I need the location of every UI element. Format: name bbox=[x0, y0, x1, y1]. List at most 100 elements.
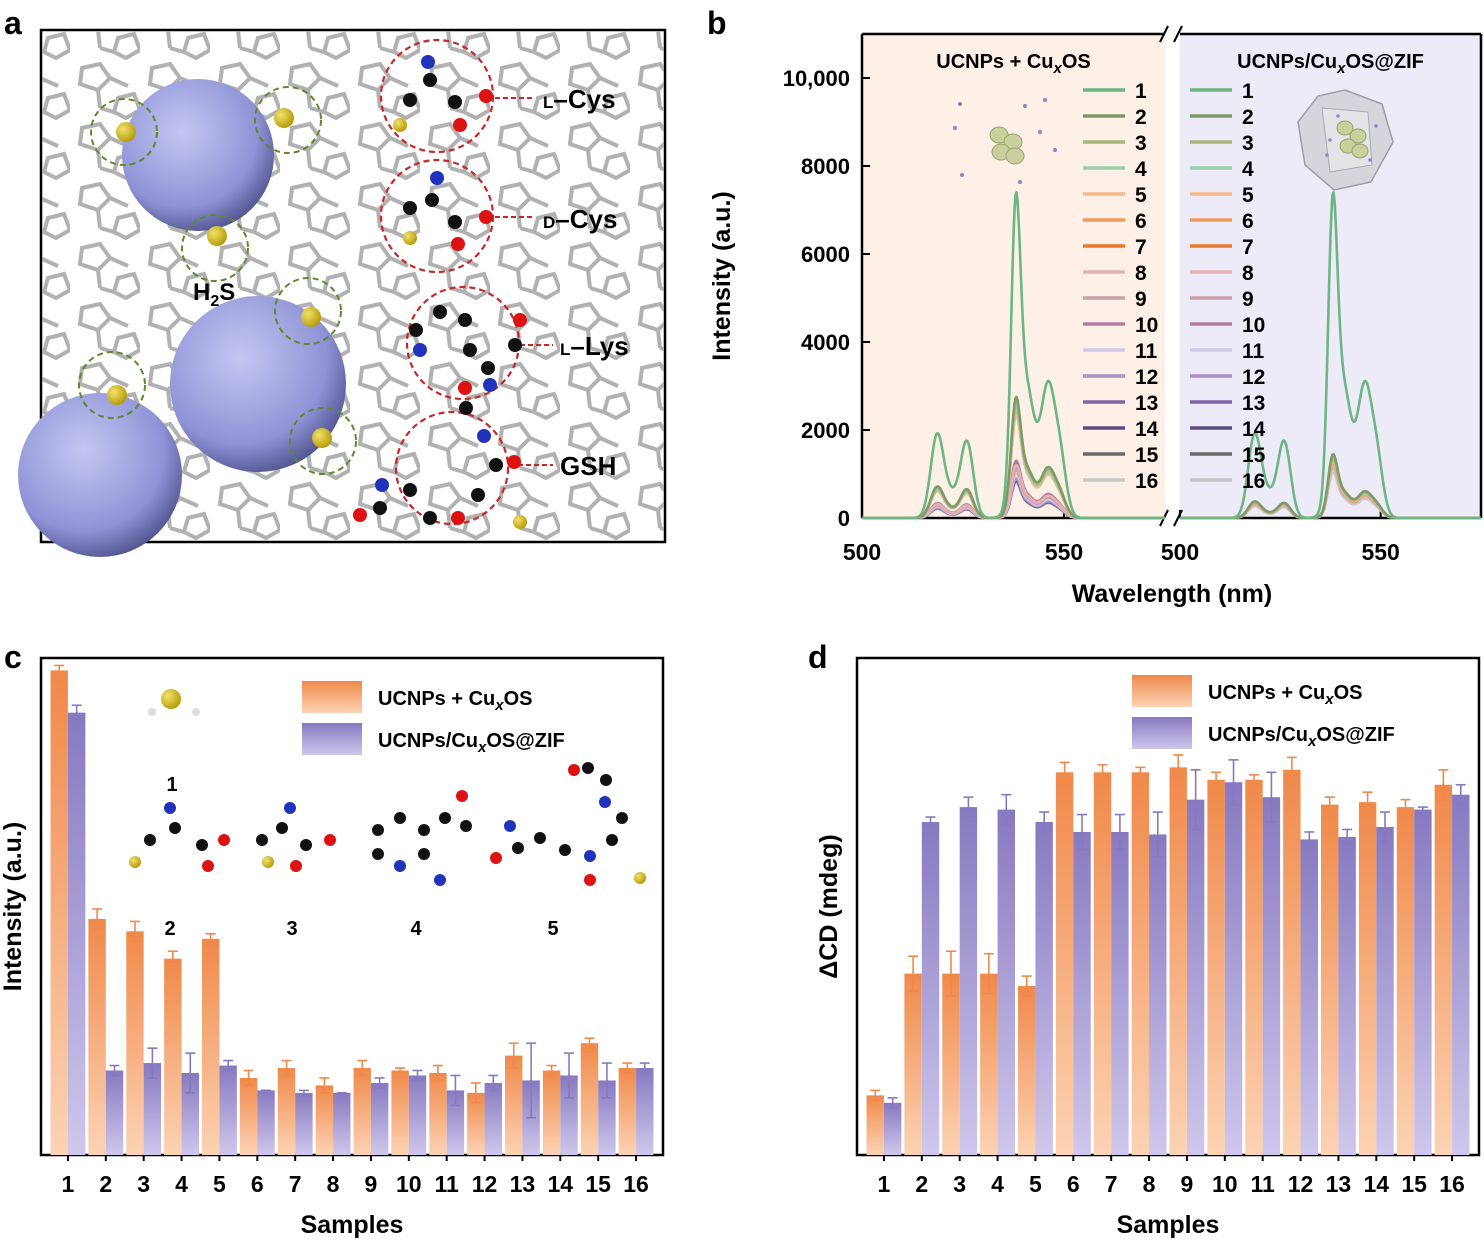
bar-series-1-sample-11 bbox=[1245, 779, 1263, 1155]
x-tick-label: 8 bbox=[1143, 1171, 1156, 1197]
bar-series-1-sample-16 bbox=[1434, 784, 1453, 1155]
panel-c-chart: 1 2 3 4 5 1 2 3 4 5 6 7 8 9 10 11 12 13 14 15 16Samples… bbox=[0, 656, 665, 1239]
legend-swatch bbox=[1132, 675, 1192, 707]
bar-series-1-sample-10 bbox=[1207, 779, 1225, 1155]
bar-series-2-sample-15 bbox=[598, 1080, 616, 1155]
bar-series-2-sample-14 bbox=[560, 1075, 578, 1155]
bar-series-1-sample-6 bbox=[1055, 772, 1074, 1155]
x-tick-label: 9 bbox=[365, 1171, 378, 1197]
legend-label: 13 bbox=[1242, 392, 1265, 415]
x-tick-label: 10 bbox=[1212, 1171, 1238, 1197]
bar-series-1-sample-15 bbox=[1396, 807, 1415, 1155]
panel-c-structures bbox=[129, 689, 646, 886]
framework-cage-sphere bbox=[18, 393, 182, 557]
h2s-molecules bbox=[78, 86, 357, 475]
bar-series-1-sample-15 bbox=[580, 1043, 599, 1155]
x-tick-label: 12 bbox=[472, 1171, 498, 1197]
bar-series-2-sample-2 bbox=[105, 1070, 124, 1155]
legend-label: 9 bbox=[1135, 288, 1147, 311]
y-tick-label: 8000 bbox=[801, 154, 850, 179]
legend-label: 14 bbox=[1135, 418, 1159, 441]
plot-frame bbox=[855, 656, 1481, 1157]
panel-d-label: d bbox=[808, 639, 828, 675]
x-tick-label: 3 bbox=[137, 1171, 150, 1197]
bar-series-2-sample-6 bbox=[1073, 831, 1091, 1155]
framework-cage-sphere bbox=[170, 296, 346, 472]
sulfur-atom bbox=[207, 226, 227, 246]
bar-series-1-sample-5 bbox=[1018, 986, 1036, 1155]
legend-label: 5 bbox=[1242, 184, 1254, 207]
bar-series-1-sample-1 bbox=[866, 1095, 884, 1155]
legend-label: 11 bbox=[1242, 340, 1265, 363]
x-tick-label: 7 bbox=[289, 1171, 302, 1197]
x-tick-label: 4 bbox=[991, 1171, 1004, 1197]
h2s-label: H2S bbox=[193, 279, 235, 310]
legend-label: 4 bbox=[1135, 158, 1147, 181]
structure-number: 2 bbox=[164, 918, 175, 940]
legend-label: 10 bbox=[1135, 314, 1158, 337]
bar-series-2-sample-12 bbox=[484, 1082, 502, 1155]
bar-series-1-sample-11 bbox=[429, 1072, 447, 1155]
bar-series-1-sample-4 bbox=[164, 958, 182, 1155]
bar-series-1-sample-6 bbox=[239, 1077, 258, 1155]
legend-label: 3 bbox=[1242, 132, 1254, 155]
x-tick-label: 13 bbox=[1326, 1171, 1352, 1197]
bar-series-2-sample-8 bbox=[333, 1092, 351, 1155]
x-tick-label: 500 bbox=[1161, 539, 1199, 565]
bar-series-2-sample-13 bbox=[1338, 836, 1356, 1155]
bar-series-1-sample-12 bbox=[1283, 769, 1301, 1155]
x-axis-label: Samples bbox=[301, 1211, 404, 1239]
legend-label: 6 bbox=[1135, 210, 1147, 233]
h2s-ring bbox=[254, 86, 322, 154]
bar-series-1-sample-7 bbox=[277, 1068, 296, 1155]
gsh-ring bbox=[394, 410, 510, 526]
y-tick-label: 10,000 bbox=[783, 66, 850, 91]
x-tick-label: 5 bbox=[213, 1171, 226, 1197]
x-axis-label: Wavelength (nm) bbox=[1072, 580, 1272, 608]
bar-series-1-sample-5 bbox=[202, 938, 220, 1155]
x-tick-label: 13 bbox=[510, 1171, 536, 1197]
x-tick-label: 500 bbox=[843, 539, 881, 565]
bar-series-2-sample-7 bbox=[1111, 831, 1129, 1155]
legend-label: UCNPs/CuxOS@ZIF bbox=[378, 730, 565, 756]
x-tick-label: 15 bbox=[1401, 1171, 1427, 1197]
bar-series-2-sample-16 bbox=[636, 1068, 654, 1155]
y-axis-label: ΔCD (mdeg) bbox=[815, 834, 843, 978]
bar-series-1-sample-12 bbox=[467, 1092, 485, 1155]
legend-label: 16 bbox=[1242, 470, 1265, 493]
bar-series-1-sample-13 bbox=[1321, 804, 1339, 1155]
bar-series-2-sample-11 bbox=[446, 1090, 465, 1155]
legend-label: UCNPs + CuxOS bbox=[378, 688, 533, 714]
axis-break-mark bbox=[1173, 25, 1183, 43]
x-tick-label: 14 bbox=[548, 1171, 574, 1197]
legend-label: 8 bbox=[1242, 262, 1254, 285]
x-tick-label: 7 bbox=[1105, 1171, 1118, 1197]
x-tick-label: 6 bbox=[1067, 1171, 1080, 1197]
legend-label: 11 bbox=[1135, 340, 1158, 363]
panel-a-label: a bbox=[4, 5, 22, 41]
bar-series-1-sample-14 bbox=[542, 1070, 561, 1155]
x-tick-label: 10 bbox=[396, 1171, 422, 1197]
x-tick-label: 550 bbox=[1045, 539, 1083, 565]
x-tick-label: 14 bbox=[1364, 1171, 1390, 1197]
legend-label: 15 bbox=[1242, 444, 1266, 467]
structure-number: 5 bbox=[547, 918, 558, 940]
panel-c-label: c bbox=[4, 639, 22, 675]
spectrum-line-1 bbox=[1179, 191, 1482, 520]
panel-b-inset-left bbox=[953, 98, 1057, 184]
legend-label: 16 bbox=[1135, 470, 1158, 493]
bar-series-2-sample-1 bbox=[883, 1102, 902, 1155]
bar-series-2-sample-15 bbox=[1414, 809, 1432, 1155]
legend-label: 3 bbox=[1135, 132, 1147, 155]
bar-series-1-sample-1 bbox=[50, 670, 68, 1155]
h2s-ring bbox=[181, 214, 249, 282]
gsh-label: GSH bbox=[560, 451, 616, 481]
legend-label: 12 bbox=[1242, 366, 1265, 389]
x-tick-label: 11 bbox=[435, 1171, 460, 1197]
bar-series-1-sample-9 bbox=[1169, 767, 1187, 1155]
y-tick-label: 6000 bbox=[801, 242, 850, 267]
bar-series-2-sample-6 bbox=[257, 1090, 275, 1155]
panel-b-chart: 0 2000 4000 6000 8000 10,000 500 550 500 550 Wavel… bbox=[708, 25, 1483, 608]
